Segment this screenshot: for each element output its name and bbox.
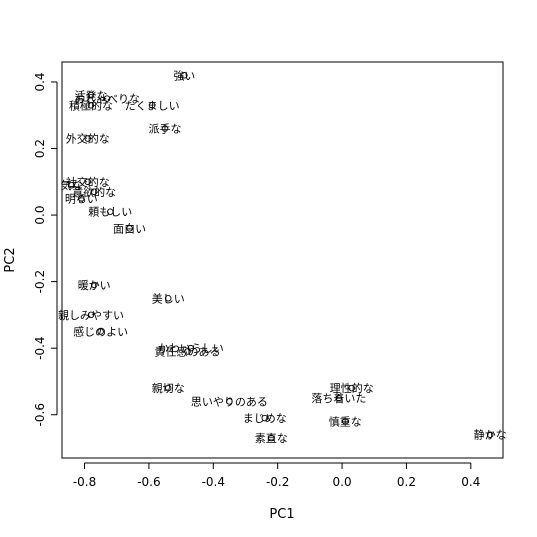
x-tick-label: 0.4 — [461, 475, 480, 489]
data-point-label: 積極的な — [69, 98, 113, 112]
y-tick-label: -0.4 — [33, 336, 47, 359]
data-point-label: 静かな — [474, 428, 507, 442]
x-tick-label: -0.8 — [73, 475, 96, 489]
data-point-label: 理性的な — [330, 381, 374, 395]
data-point-label: 素直な — [255, 431, 288, 445]
y-tick-label: 0.0 — [33, 206, 47, 225]
data-point — [181, 72, 188, 79]
data-point — [87, 102, 95, 109]
plot-frame — [61, 61, 504, 459]
data-point-label: おしゃべりな — [74, 93, 140, 106]
data-point-label: まじめな — [243, 412, 287, 425]
data-point-label: たくましい — [125, 99, 180, 112]
data-point — [348, 384, 355, 392]
data-point-label: 責任感のある — [155, 345, 221, 359]
data-point — [90, 281, 98, 289]
data-point — [342, 418, 349, 425]
data-point-label: かわいらしい — [158, 342, 224, 355]
data-point — [261, 414, 269, 422]
data-point-label: 美しい — [152, 292, 185, 305]
x-tick-label: -0.6 — [137, 475, 160, 489]
y-axis: -0.6 -0.4 -0.2 0.0 0.2 0.4 — [33, 72, 58, 426]
data-point-label: 気な — [61, 178, 83, 192]
data-point — [90, 188, 98, 196]
y-tick-label: -0.6 — [33, 403, 47, 426]
data-point — [164, 295, 172, 302]
data-point — [126, 225, 133, 232]
data-point-label: 暖かい — [78, 279, 111, 292]
y-tick-label: -0.2 — [33, 270, 47, 293]
x-tick-label: 0.0 — [333, 475, 352, 489]
data-point-label: 頼もしい — [88, 206, 132, 219]
data-point-label: 慎重な — [329, 414, 362, 428]
point-labels: 強い活発なおしゃべりなたくましい積極的な派手な外交的な社交的な気な意欲的な明るい… — [58, 69, 507, 445]
data-point-label: 社交的な — [66, 175, 110, 189]
data-point — [103, 95, 111, 102]
x-tick-label: -0.2 — [266, 475, 289, 489]
data-points — [68, 72, 494, 442]
data-point — [78, 195, 85, 202]
data-point — [84, 178, 92, 186]
data-point-label: 明るい — [65, 192, 98, 205]
data-point — [164, 384, 172, 392]
data-point — [486, 431, 494, 438]
data-point-label: 外交的な — [66, 132, 110, 146]
y-axis-label: PC2 — [3, 247, 18, 272]
data-point — [107, 208, 114, 215]
data-point-label: 親しみやすい — [58, 309, 124, 322]
data-point — [184, 348, 191, 355]
data-point-label: 活発な — [74, 88, 107, 102]
x-axis: -0.8 -0.6 -0.4 -0.2 0.0 0.2 0.4 — [73, 462, 480, 489]
data-point — [335, 394, 343, 402]
data-point — [97, 328, 104, 335]
data-point — [68, 181, 75, 189]
data-point — [87, 92, 95, 99]
x-axis-label: PC1 — [269, 507, 294, 522]
data-point — [87, 311, 95, 319]
data-point-label: 思いやりのある — [191, 395, 268, 408]
x-tick-label: -0.4 — [202, 475, 225, 489]
data-point-label: 面白い — [113, 221, 146, 235]
data-point — [84, 135, 92, 142]
data-point — [226, 398, 233, 405]
data-point-label: 派手な — [149, 122, 182, 136]
data-point-label: 落ち着いた — [311, 391, 366, 405]
data-point-label: 親切な — [152, 382, 185, 395]
data-point-label: 強い — [173, 69, 195, 82]
x-tick-label: 0.2 — [397, 475, 416, 489]
data-point-label: 感じのよい — [73, 326, 128, 339]
data-point — [161, 125, 169, 132]
data-point — [187, 344, 195, 352]
data-point-label: 意欲的な — [72, 185, 116, 199]
y-tick-label: 0.4 — [33, 72, 47, 91]
data-point — [267, 434, 275, 442]
data-point — [148, 102, 156, 109]
y-tick-label: 0.2 — [33, 139, 47, 158]
